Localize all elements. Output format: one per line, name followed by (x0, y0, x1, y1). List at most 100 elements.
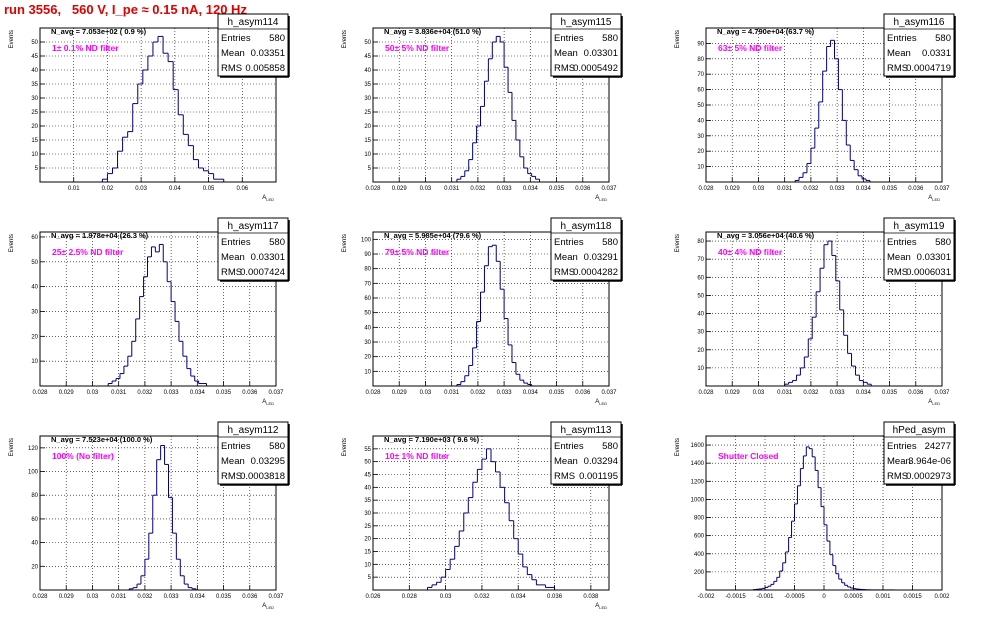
stats-rms-value: 0.0004719 (906, 63, 951, 74)
y-tick-label: 15 (364, 138, 371, 144)
x-tick-label: 0.033 (164, 390, 180, 396)
y-tick-label: 1400 (691, 461, 705, 467)
y-tick-label: 30 (697, 134, 704, 140)
stats-mean-label: Mean (221, 252, 245, 263)
stats-box (550, 421, 622, 485)
x-tick-label: 0.05 (203, 186, 215, 192)
x-tick-label: 0.0005 (844, 594, 863, 600)
stats-entries-value: 580 (935, 237, 951, 248)
y-tick-label: 30 (364, 511, 371, 517)
x-tick-label: 0.032 (474, 594, 490, 600)
x-tick-label: 0 (822, 594, 826, 600)
y-axis-label: Events (675, 30, 681, 48)
plot-frame (39, 27, 277, 183)
x-tick-label: 0.028 (32, 594, 48, 600)
y-tick-label: 60 (697, 88, 704, 94)
histogram-panel-h_asym115: 0.028 0.029 0.03 0.031 0.032 0.033 0.034 0.035 0… (342, 13, 623, 202)
y-tick-label: 70 (697, 257, 704, 263)
stats-box (883, 421, 955, 485)
y-tick-label: 20 (364, 537, 371, 543)
y-tick-label: 10 (31, 152, 38, 158)
y-tick-label: 45 (364, 54, 371, 60)
y-tick-label: 40 (31, 541, 38, 547)
x-tick-label: 0.032 (137, 594, 153, 600)
y-axis-label: Events (9, 234, 15, 252)
x-tick-label: 0.03 (135, 186, 147, 192)
histogram-name: h_asym116 (894, 17, 945, 28)
stats-mean-label: Mean (554, 48, 578, 59)
n-avg-label: N_avg = 7.523e+04 (100.0 %) (51, 435, 153, 444)
histogram-name: h_asym113 (561, 425, 612, 436)
y-tick-label: 90 (697, 41, 704, 47)
y-tick-label: 40 (364, 68, 371, 74)
stats-rms-value: 0.005858 (245, 63, 285, 74)
x-axis-label: ALED (928, 195, 940, 202)
x-tick-label: 0.029 (59, 390, 75, 396)
n-avg-label: N_avg = 5.985e+04 (79.6 %) (384, 231, 482, 240)
filter-annotation: 40± 4% ND filter (718, 247, 783, 257)
y-tick-label: 10 (697, 165, 704, 171)
stats-rms-value: 0.0005492 (573, 63, 618, 74)
stats-entries-label: Entries (554, 441, 584, 452)
x-tick-label: 0.03 (87, 594, 99, 600)
x-axis-label: ALED (262, 603, 274, 610)
y-tick-label: 15 (364, 550, 371, 556)
stats-mean-label: Mean (887, 456, 911, 467)
y-tick-label: 5 (368, 166, 372, 172)
y-tick-label: 70 (364, 281, 371, 287)
y-tick-label: 60 (697, 275, 704, 281)
x-tick-label: 0.01 (68, 186, 80, 192)
histogram-panel-h_asym119: 0.028 0.029 0.03 0.031 0.032 0.033 0.034 0.035 0… (675, 217, 956, 406)
x-tick-label: 0.029 (392, 390, 408, 396)
x-tick-label: 0.034 (190, 594, 206, 600)
histogram-panel-hPed_asym: -0.002 -0.0015 -0.001 -0.0005 0 0.0005 0.001 0.… (675, 421, 956, 600)
x-tick-label: 0.032 (470, 186, 486, 192)
x-tick-label: -0.0015 (725, 594, 746, 600)
plot-frame (705, 231, 943, 387)
stats-rms-value: 0.001195 (579, 471, 618, 482)
x-tick-label: 0.029 (725, 390, 741, 396)
y-tick-label: 40 (697, 118, 704, 124)
y-tick-label: 50 (697, 103, 704, 109)
n-avg-label: N_avg = 3.056e+04 (40.6 %) (717, 231, 815, 240)
stats-rms-label: RMS (554, 267, 575, 278)
x-axis-label: ALED (595, 399, 607, 406)
histogram-panel-h_asym118: 0.028 0.029 0.03 0.031 0.032 0.033 0.034 0.035 0… (342, 217, 623, 406)
x-tick-label: 0.028 (32, 390, 48, 396)
x-tick-label: 0.034 (856, 186, 872, 192)
y-tick-label: 40 (364, 485, 371, 491)
x-tick-label: -0.002 (697, 594, 715, 600)
filter-annotation: 50± 5% ND filter (385, 43, 450, 53)
stats-entries-value: 580 (602, 33, 618, 44)
x-tick-label: 0.034 (190, 390, 206, 396)
x-tick-label: 0.033 (164, 594, 180, 600)
x-tick-label: 0.06 (236, 186, 248, 192)
stats-entries-label: Entries (887, 33, 917, 44)
x-tick-label: 0.029 (59, 594, 75, 600)
stats-box (883, 217, 955, 281)
filter-annotation: 100% (No filter) (52, 451, 114, 461)
x-tick-label: 0.032 (470, 390, 486, 396)
y-tick-label: 40 (31, 68, 38, 74)
y-tick-label: 35 (364, 498, 371, 504)
x-tick-label: 0.035 (216, 390, 232, 396)
x-tick-label: 0.034 (856, 390, 872, 396)
y-tick-label: 400 (694, 552, 705, 558)
histogram-panel-h_asym113: 0.026 0.028 0.03 0.032 0.034 0.036 0.038 5 10 15 2… (342, 421, 623, 610)
x-tick-label: 0.036 (242, 390, 258, 396)
y-tick-label: 20 (364, 124, 371, 130)
stats-box (217, 13, 289, 77)
stats-mean-label: Mean (554, 456, 578, 467)
y-tick-label: 40 (697, 312, 704, 318)
stats-rms-label: RMS (221, 267, 242, 278)
x-tick-label: 0.037 (268, 594, 284, 600)
y-tick-label: 200 (694, 570, 705, 576)
x-tick-label: 0.032 (803, 390, 819, 396)
x-tick-label: 0.032 (803, 186, 819, 192)
x-tick-label: 0.04 (169, 186, 181, 192)
histogram-panel-h_asym116: 0.028 0.029 0.03 0.031 0.032 0.033 0.034 0.035 0… (675, 13, 956, 202)
x-tick-label: 0.03 (440, 594, 452, 600)
y-tick-label: 10 (364, 562, 371, 568)
n-avg-label: N_avg = 7.190e+03 ( 9.6 %) (384, 435, 480, 444)
n-avg-label: N_avg = 1.978e+04 (26.3 %) (51, 231, 149, 240)
